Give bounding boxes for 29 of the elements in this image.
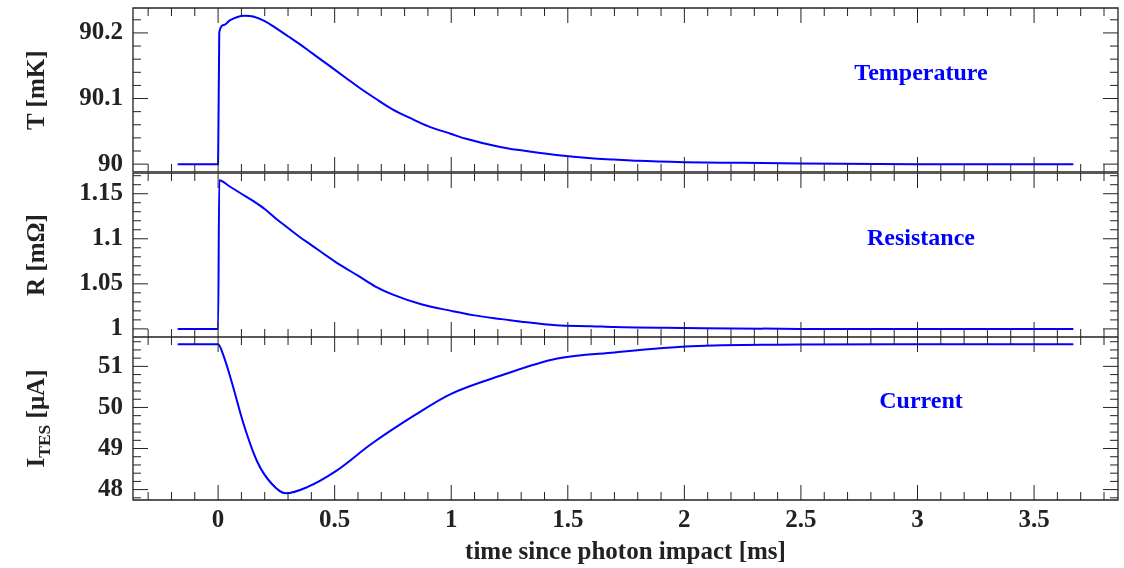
x-tick-label: 1 <box>444 505 458 533</box>
x-tick-label: 3.5 <box>1018 505 1050 533</box>
y-tick-label: 1.1 <box>91 223 123 251</box>
text: Resistance <box>867 223 976 250</box>
y-tick-label: 90 <box>98 148 123 176</box>
y-tick-label: 49 <box>98 432 123 460</box>
line-series <box>177 343 1074 495</box>
y-tick-label: 50 <box>98 391 123 419</box>
y-tick-label: 1.05 <box>79 268 123 296</box>
y-axis-title: T [mK] <box>22 50 50 130</box>
y-axis-title: ITES [μA] <box>22 369 55 468</box>
y-tick-label: 90.1 <box>79 82 123 110</box>
x-tick-label: 0.5 <box>319 505 351 533</box>
y-tick-label: 48 <box>98 474 123 502</box>
x-tick-label: 1.5 <box>552 505 584 533</box>
y-axis-title: R [mΩ] <box>22 214 50 296</box>
y-tick-label: 1 <box>110 313 123 341</box>
x-tick-label: 0 <box>211 505 225 533</box>
series-label: Current <box>879 387 963 414</box>
line-series <box>177 179 1074 330</box>
x-tick-label: 2 <box>678 505 691 533</box>
y-tick-label: 51 <box>98 350 123 378</box>
y-tick-label: 90.2 <box>79 17 123 45</box>
text: Temperature <box>854 58 988 85</box>
line-series <box>177 14 1074 166</box>
y-tick-label: 1.15 <box>79 178 123 206</box>
x-tick-label: 2.5 <box>785 505 817 533</box>
x-tick-label: 3 <box>911 505 924 533</box>
x-axis-title: time since photon impact [ms] <box>465 537 786 565</box>
